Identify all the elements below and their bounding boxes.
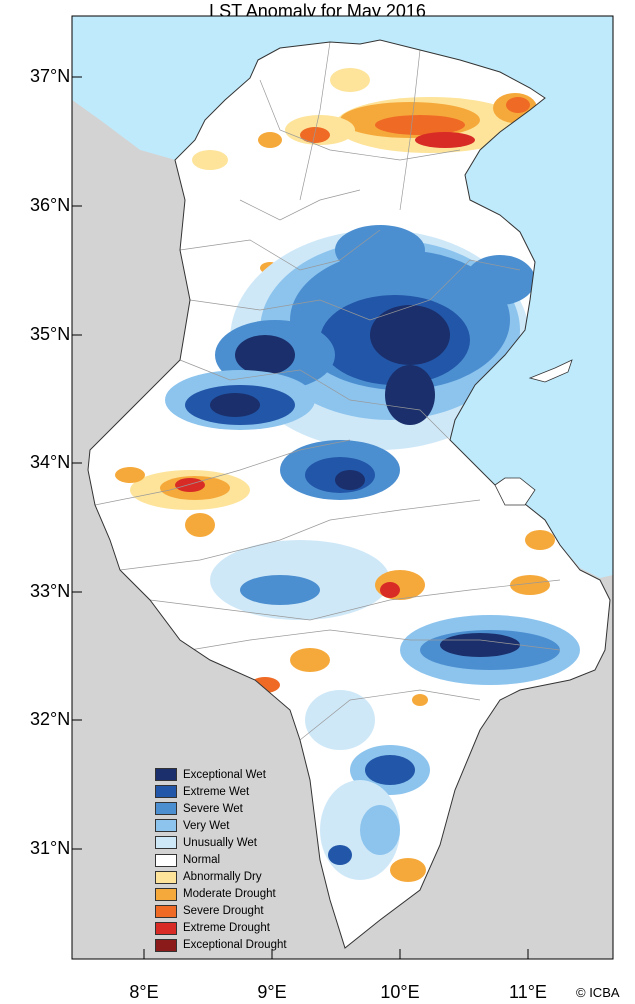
djerba-island [494,477,536,506]
legend-label: Abnormally Dry [183,871,262,884]
legend-swatch [155,785,177,799]
legend-swatch [155,853,177,867]
legend-swatch [155,802,177,816]
lat-label-31: 31°N [30,838,71,858]
lat-label-34: 34°N [30,452,71,472]
legend-swatch [155,870,177,884]
legend-swatch [155,904,177,918]
legend-item: Exceptional Drought [155,937,287,954]
legend-label: Moderate Drought [183,888,276,901]
anomaly-layer [115,68,580,882]
legend-item: Abnormally Dry [155,869,287,886]
legend-item: Extreme Wet [155,783,287,800]
legend-item: Normal [155,851,287,868]
lat-label-36: 36°N [30,195,71,215]
legend-label: Extreme Drought [183,922,270,935]
algeria [72,100,175,180]
legend-item: Extreme Drought [155,920,287,937]
legend-label: Exceptional Drought [183,939,287,952]
lat-label-35: 35°N [30,324,71,344]
copyright-text: © ICBA [576,985,620,1000]
legend-item: Unusually Wet [155,834,287,851]
legend-label: Exceptional Wet [183,768,266,781]
legend: Exceptional Wet Extreme Wet Severe Wet Very… [155,766,287,954]
map-frame [71,15,614,960]
legend-swatch [155,938,177,952]
lon-label-9: 9°E [257,982,287,1002]
legend-swatch [155,887,177,901]
sea [72,16,613,578]
legend-label: Unusually Wet [183,836,257,849]
lat-ticks [72,76,82,850]
legend-swatch [155,921,177,935]
legend-label: Very Wet [183,819,230,832]
lat-label-32: 32°N [30,709,71,729]
lon-ticks [143,949,529,959]
legend-item: Severe Drought [155,903,287,920]
admin-boundaries [94,41,561,741]
country-border [87,39,611,949]
legend-swatch [155,836,177,850]
legend-item: Severe Wet [155,800,287,817]
legend-label: Severe Wet [183,802,243,815]
legend-swatch [155,819,177,833]
lat-label-37: 37°N [30,66,71,86]
lon-label-10: 10°E [380,982,420,1002]
lon-label-8: 8°E [129,982,159,1002]
legend-item: Moderate Drought [155,886,287,903]
legend-item: Exceptional Wet [155,766,287,783]
kerkennah-island [528,359,573,383]
lon-label-11: 11°E [509,982,547,1002]
lat-label-33: 33°N [30,581,71,601]
legend-label: Normal [183,854,221,867]
legend-label: Extreme Wet [183,785,250,798]
legend-label: Severe Drought [183,905,264,918]
legend-swatch [155,768,177,782]
legend-item: Very Wet [155,817,287,834]
